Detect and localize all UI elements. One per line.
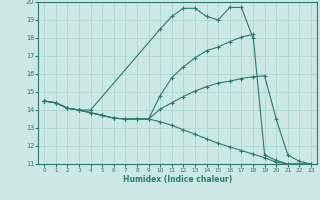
X-axis label: Humidex (Indice chaleur): Humidex (Indice chaleur) [123,175,232,184]
